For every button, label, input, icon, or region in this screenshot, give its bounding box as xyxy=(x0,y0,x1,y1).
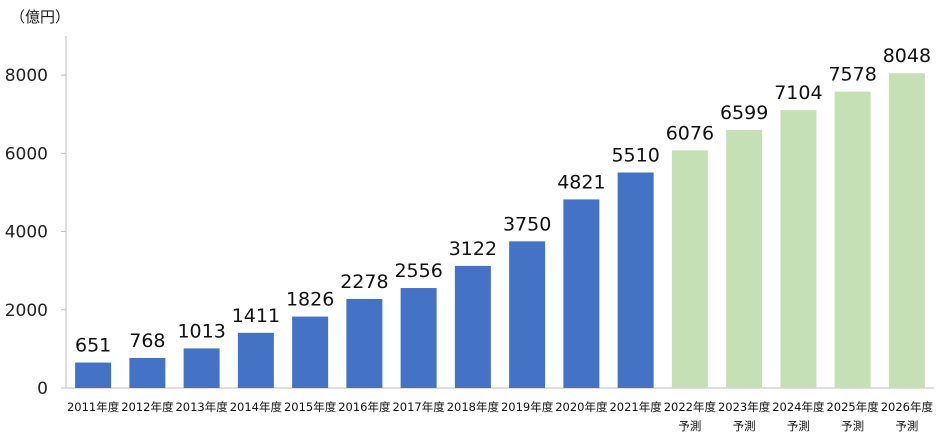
bar xyxy=(129,357,166,388)
bar xyxy=(237,332,274,388)
x-tick-label: 予測 xyxy=(841,419,864,433)
x-tick-label: 予測 xyxy=(895,419,918,433)
x-tick-label: 2012年度 xyxy=(121,400,174,414)
y-tick-label: 0 xyxy=(37,379,48,399)
bar xyxy=(509,241,546,388)
x-tick-label: 2014年度 xyxy=(230,400,283,414)
x-tick-label: 2015年度 xyxy=(284,400,337,414)
data-label: 1411 xyxy=(232,305,280,327)
x-tick-label: 2023年度 xyxy=(718,400,771,414)
bar xyxy=(563,199,600,388)
data-label: 8048 xyxy=(883,45,931,67)
x-tick-label: 予測 xyxy=(678,419,701,433)
bar xyxy=(454,265,491,388)
bar xyxy=(400,288,437,388)
x-tick-label: 2018年度 xyxy=(447,400,500,414)
data-label: 2556 xyxy=(394,260,442,282)
forecast-bar xyxy=(780,110,817,388)
data-label: 6076 xyxy=(666,122,714,144)
y-tick-label: 8000 xyxy=(5,66,48,86)
unit-label: （億円） xyxy=(10,8,70,26)
data-label: 7104 xyxy=(774,82,822,104)
data-label: 6599 xyxy=(720,102,768,124)
x-tick-label: 2025年度 xyxy=(826,400,879,414)
data-label: 1013 xyxy=(177,320,225,342)
data-label: 2278 xyxy=(340,271,388,293)
x-tick-label: 2017年度 xyxy=(392,400,445,414)
data-label: 3122 xyxy=(449,238,497,260)
x-tick-label: 2026年度 xyxy=(881,400,934,414)
forecast-bar xyxy=(834,91,871,388)
x-tick-label: 2021年度 xyxy=(609,400,662,414)
x-tick-label: 2019年度 xyxy=(501,400,554,414)
data-label: 651 xyxy=(75,335,111,357)
data-label: 1826 xyxy=(286,289,334,311)
forecast-bar xyxy=(671,150,708,388)
bars xyxy=(75,73,925,389)
data-label: 7578 xyxy=(828,64,876,86)
x-tick-label: 2020年度 xyxy=(555,400,608,414)
x-tick-label: 2016年度 xyxy=(338,400,391,414)
y-axis: 0 2000 4000 6000 8000 xyxy=(5,36,934,399)
bar xyxy=(183,348,220,388)
x-tick-label: 予測 xyxy=(787,419,810,433)
x-tick-label: 2022年度 xyxy=(664,400,717,414)
data-label: 4821 xyxy=(557,171,605,193)
x-tick-label: 2011年度 xyxy=(67,400,120,414)
forecast-bar xyxy=(888,73,925,389)
data-label: 768 xyxy=(129,330,165,352)
bar xyxy=(75,362,112,388)
data-label: 3750 xyxy=(503,213,551,235)
x-tick-label: 2013年度 xyxy=(175,400,228,414)
bar xyxy=(292,316,329,388)
forecast-bar xyxy=(726,129,763,389)
data-label: 5510 xyxy=(611,144,659,166)
x-axis-labels: 2011年度 2012年度 2013年度 2014年度 2015年度 2016年度 2017… xyxy=(67,400,934,433)
x-tick-label: 予測 xyxy=(733,419,756,433)
bar xyxy=(346,298,383,388)
y-tick-label: 2000 xyxy=(5,301,48,321)
y-tick-label: 6000 xyxy=(5,144,48,164)
bar xyxy=(617,172,654,388)
y-tick-label: 4000 xyxy=(5,223,48,243)
x-tick-label: 2024年度 xyxy=(772,400,825,414)
data-labels: 651 768 1013 1411 1826 2278 2556 3122 3750 4821 55… xyxy=(75,45,931,356)
